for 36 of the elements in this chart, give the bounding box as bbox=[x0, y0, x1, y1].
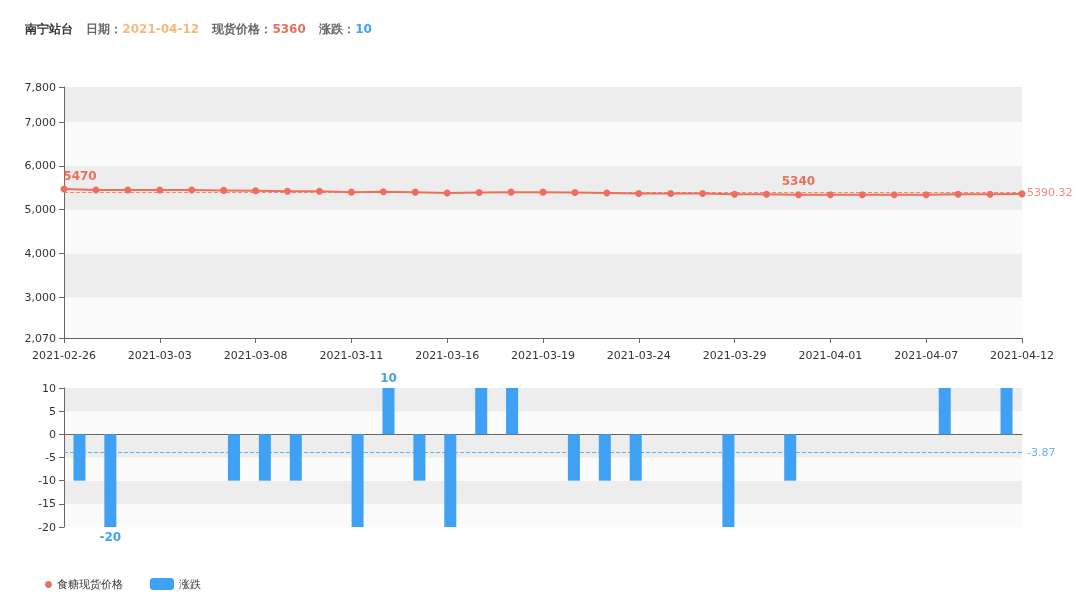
x-tick-label: 2021-03-03 bbox=[127, 349, 192, 362]
y-tick-label: -15 bbox=[38, 497, 56, 511]
x-tick-label: 2021-03-08 bbox=[223, 349, 288, 362]
data-label: -20 bbox=[99, 530, 122, 544]
x-tick-label: 2021-03-11 bbox=[319, 349, 384, 362]
y-tick-label: 5,000 bbox=[24, 203, 56, 217]
chart-title: 南宁站台 bbox=[24, 22, 73, 36]
x-tick-label: 2021-02-26 bbox=[32, 349, 96, 362]
x-tick-label: 2021-04-12 bbox=[990, 349, 1054, 362]
y-tick-label: 6,000 bbox=[24, 159, 56, 173]
text: 涨跌：10 bbox=[318, 22, 372, 36]
data-label: 10 bbox=[380, 371, 397, 385]
x-tick-label: 2021-04-07 bbox=[894, 349, 959, 362]
y-tick-label: 0 bbox=[49, 427, 56, 441]
y-tick-label: 10 bbox=[42, 381, 56, 395]
x-tick-label: 2021-03-24 bbox=[606, 349, 671, 362]
y-tick-label: 3,000 bbox=[24, 290, 56, 304]
ref-line-label: 5390.32 bbox=[1027, 186, 1073, 200]
y-tick-label: 5 bbox=[49, 404, 56, 418]
x-tick-label: 2021-03-16 bbox=[415, 349, 480, 362]
y-tick-label: -5 bbox=[45, 451, 56, 464]
ref-line-label: -3.87 bbox=[1027, 445, 1056, 459]
y-tick-label: 4,000 bbox=[24, 246, 56, 260]
y-tick-label: -10 bbox=[38, 474, 56, 488]
y-tick-label: 7,800 bbox=[24, 80, 56, 94]
text: 日期：2021-04-12 bbox=[86, 22, 200, 36]
y-tick-label: 7,000 bbox=[24, 115, 56, 129]
legend-label: 食糖现货价格 bbox=[57, 578, 123, 591]
data-label: 5340 bbox=[781, 174, 816, 189]
y-tick-label: 2,070 bbox=[24, 331, 56, 345]
y-tick-label: -20 bbox=[38, 520, 56, 534]
text: 现货价格：5360 bbox=[211, 22, 306, 36]
x-tick-label: 2021-03-19 bbox=[511, 349, 575, 362]
legend-label: 涨跌 bbox=[179, 577, 201, 591]
x-tick-label: 2021-03-29 bbox=[702, 349, 767, 362]
x-tick-label: 2021-04-01 bbox=[798, 349, 863, 362]
